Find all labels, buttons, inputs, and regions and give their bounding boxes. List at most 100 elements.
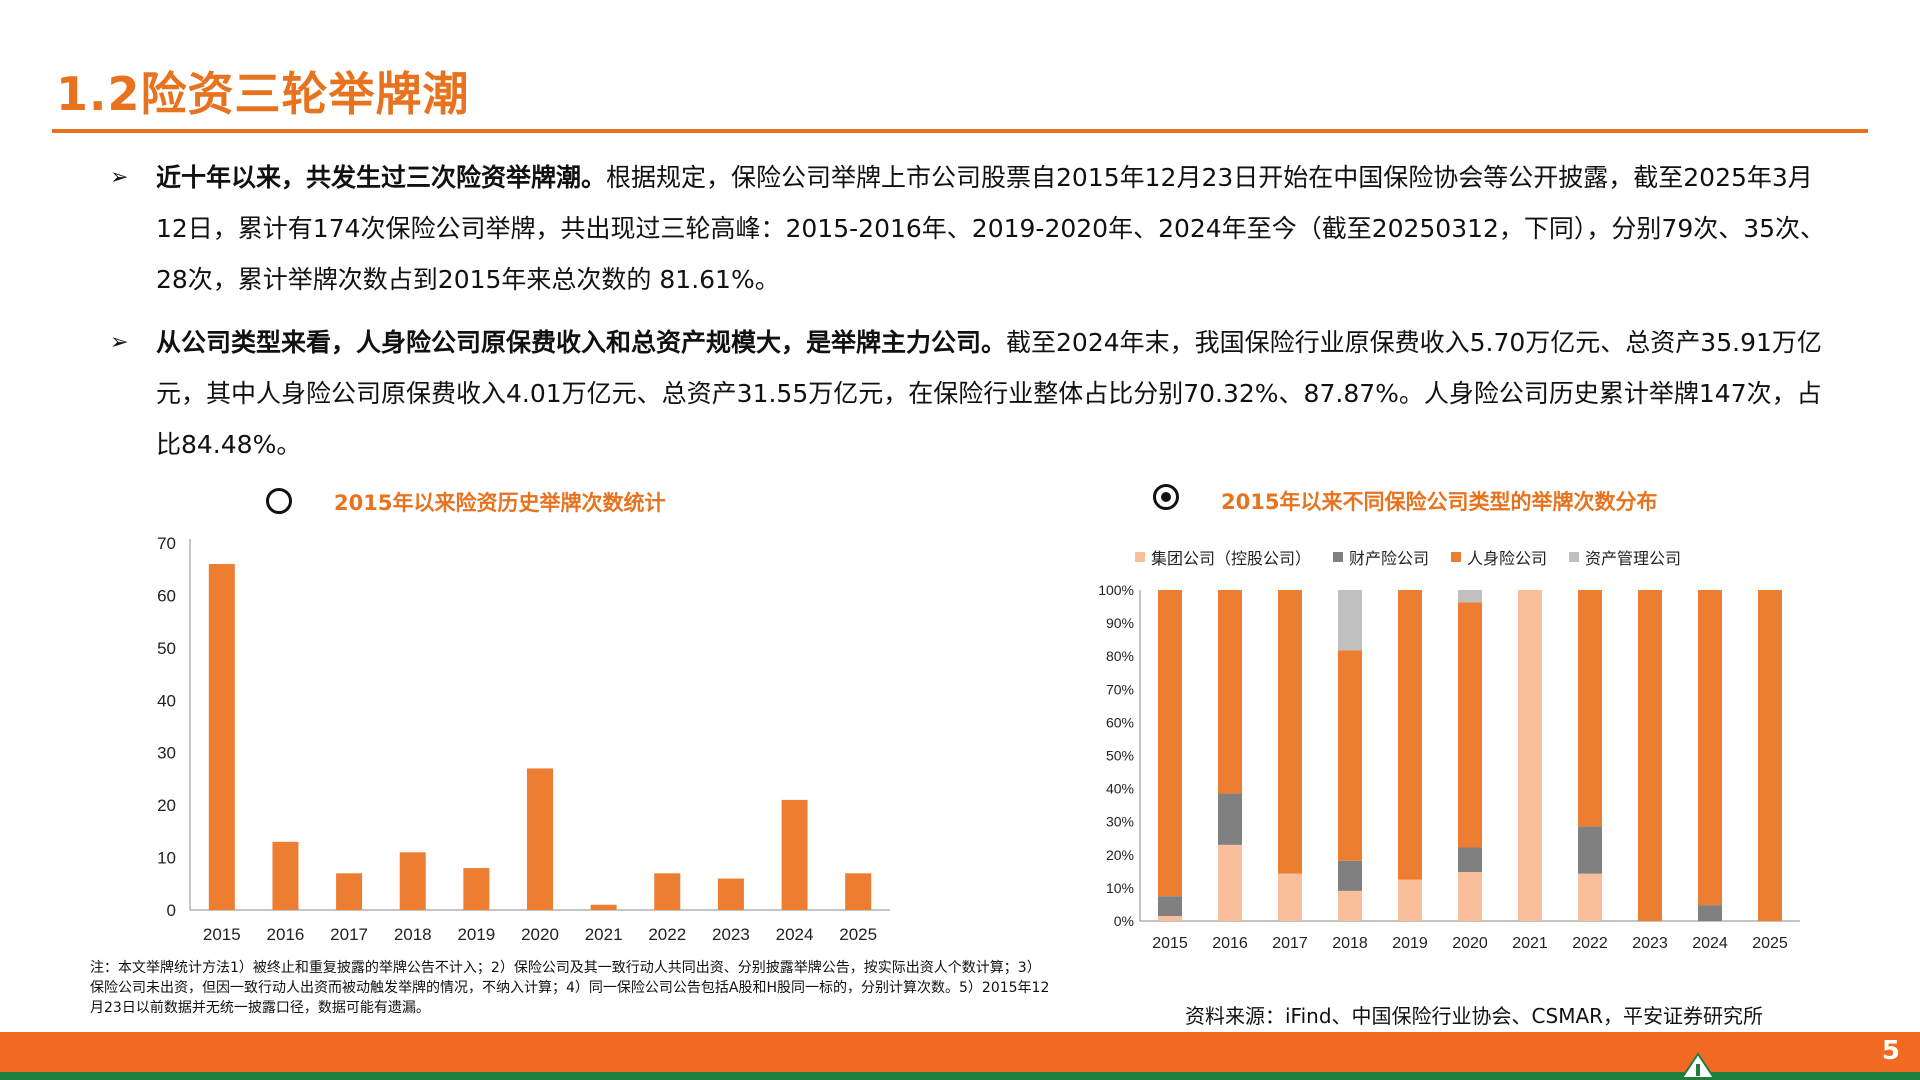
- x-tick-label: 2016: [1212, 935, 1248, 952]
- x-tick-label: 2019: [457, 925, 495, 944]
- right-stacked-chart: 0% 10% 20% 30% 40% 50% 60% 70% 80% 90% 100% 2015 201…: [1098, 582, 1800, 952]
- y-tick-label: 0%: [1114, 913, 1134, 929]
- bar-segment-2019: [1398, 590, 1422, 880]
- legend-label: 人身险公司: [1467, 549, 1548, 568]
- x-tick-label: 2024: [1692, 935, 1728, 952]
- y-tick-label: 70: [157, 534, 176, 553]
- bar-segment-2016: [1218, 793, 1242, 845]
- x-tick-label: 2015: [203, 925, 241, 944]
- bar-2021: [590, 904, 617, 910]
- bar-segment-2020: [1458, 847, 1482, 873]
- x-tick-label: 2016: [267, 925, 305, 944]
- right-chart-title: 2015年以来不同保险公司类型的举牌次数分布: [1221, 490, 1658, 514]
- y-tick-label: 20%: [1106, 847, 1134, 863]
- bar-segment-2024: [1698, 905, 1722, 921]
- y-tick-label: 10%: [1106, 880, 1134, 896]
- bar-segment-2019: [1398, 879, 1422, 921]
- x-tick-label: 2020: [521, 925, 559, 944]
- bar-segment-2020: [1458, 590, 1482, 603]
- x-tick-label: 2019: [1392, 935, 1428, 952]
- bar-2024: [781, 799, 808, 910]
- footer-bar: [0, 1032, 1920, 1072]
- y-tick-label: 0: [167, 901, 176, 920]
- bullet-item: ➢ 近十年以来，共发生过三次险资举牌潮。根据规定，保险公司举牌上市公司股票自20…: [110, 152, 1830, 305]
- company-logo-icon: [1680, 1052, 1716, 1079]
- bar-segment-2015: [1158, 896, 1182, 917]
- y-tick-label: 20: [157, 796, 176, 815]
- x-tick-label: 2022: [1572, 935, 1608, 952]
- legend-label: 资产管理公司: [1585, 549, 1682, 568]
- page-title: 1.2险资三轮举牌潮: [56, 67, 470, 121]
- bar-segment-2016: [1218, 844, 1242, 921]
- y-tick-label: 70%: [1106, 681, 1134, 697]
- arrow-bullet-icon: ➢: [110, 330, 129, 355]
- y-tick-label: 50%: [1106, 748, 1134, 764]
- bar-segment-2022: [1578, 826, 1602, 874]
- x-tick-label: 2023: [1632, 935, 1668, 952]
- legend-swatch: [1135, 552, 1145, 562]
- bar-segment-2025: [1758, 590, 1782, 921]
- bar-segment-2022: [1578, 590, 1602, 827]
- bar-2025: [845, 873, 872, 910]
- bar-segment-2020: [1458, 872, 1482, 921]
- y-tick-label: 80%: [1106, 648, 1134, 664]
- bar-segment-2018: [1338, 890, 1362, 921]
- bullet-list: ➢ 近十年以来，共发生过三次险资举牌潮。根据规定，保险公司举牌上市公司股票自20…: [110, 152, 1830, 482]
- y-tick-label: 100%: [1098, 582, 1134, 598]
- bar-2015: [208, 563, 235, 910]
- legend-item: 集团公司（控股公司）: [1135, 545, 1311, 569]
- bar-segment-2021: [1518, 590, 1542, 921]
- arrow-bullet-icon: ➢: [110, 165, 129, 190]
- bar-2017: [336, 873, 363, 910]
- y-tick-label: 50: [157, 639, 176, 658]
- x-tick-label: 2018: [1332, 935, 1368, 952]
- bar-2016: [272, 841, 299, 910]
- bar-segment-2022: [1578, 873, 1602, 921]
- left-bar-chart: 0 10 20 30 40 50 60 70 2015 2016 2017 2018 2019 2020 2…: [157, 534, 890, 944]
- x-tick-label: 2018: [394, 925, 432, 944]
- bullet-text: 根据规定，保险公司举牌上市公司股票自2015年12月23日开始在中国保险协会等公…: [156, 163, 1826, 294]
- radio-filled-icon: [1153, 484, 1179, 510]
- x-tick-label: 2024: [776, 925, 814, 944]
- y-tick-label: 10: [157, 849, 176, 868]
- footer-bottom-stripe: [0, 1072, 1920, 1080]
- bar-2018: [399, 852, 426, 910]
- bar-segment-2018: [1338, 590, 1362, 651]
- y-tick-label: 40%: [1106, 781, 1134, 797]
- legend-item: 资产管理公司: [1569, 545, 1681, 569]
- x-tick-label: 2021: [1512, 935, 1548, 952]
- legend-item: 人身险公司: [1451, 545, 1547, 569]
- bar-segment-2020: [1458, 602, 1482, 848]
- bar-segment-2015: [1158, 590, 1182, 897]
- legend-swatch: [1569, 552, 1580, 562]
- left-chart-title: 2015年以来险资历史举牌次数统计: [334, 491, 666, 515]
- bar-segment-2018: [1338, 860, 1362, 891]
- legend-swatch: [1333, 552, 1344, 562]
- y-tick-label: 60: [157, 586, 176, 605]
- legend-label: 财产险公司: [1349, 549, 1430, 568]
- y-tick-label: 60%: [1106, 714, 1134, 730]
- x-tick-label: 2022: [648, 925, 686, 944]
- right-chart-legend: 集团公司（控股公司） 财产险公司 人身险公司 资产管理公司: [1135, 545, 1681, 569]
- x-tick-label: 2025: [839, 925, 877, 944]
- bar-2023: [717, 878, 744, 910]
- bar-2019: [463, 868, 490, 910]
- bar-segment-2024: [1698, 590, 1722, 906]
- x-tick-label: 2020: [1452, 935, 1488, 952]
- y-tick-label: 30%: [1106, 814, 1134, 830]
- title-divider: [52, 129, 1868, 133]
- x-tick-label: 2021: [585, 925, 623, 944]
- radio-empty-icon: [266, 488, 292, 514]
- bar-segment-2016: [1218, 590, 1242, 794]
- y-tick-label: 30: [157, 744, 176, 763]
- bullet-heading: 近十年以来，共发生过三次险资举牌潮。: [156, 163, 607, 192]
- x-tick-label: 2025: [1752, 935, 1788, 952]
- bullet-text: 截至2024年末，我国保险行业原保费收入5.70万亿元、总资产35.91万亿元，…: [156, 328, 1822, 459]
- x-tick-label: 2023: [712, 925, 750, 944]
- bar-2022: [654, 873, 681, 910]
- methodology-note: 注：本文举牌统计方法1）被终止和重复披露的举牌公告不计入；2）保险公司及其一致行…: [90, 960, 1050, 1016]
- bullet-heading: 从公司类型来看，人身险公司原保费收入和总资产规模大，是举牌主力公司。: [156, 328, 1007, 357]
- x-tick-label: 2017: [1272, 935, 1308, 952]
- legend-swatch: [1451, 552, 1462, 562]
- legend-label: 集团公司（控股公司）: [1151, 549, 1312, 568]
